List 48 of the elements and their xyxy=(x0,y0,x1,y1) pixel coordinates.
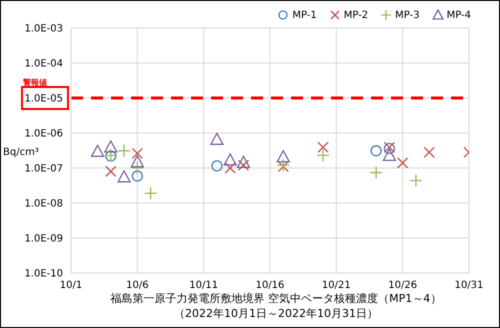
y-tick-label: 1.0E-06 xyxy=(24,128,63,140)
point xyxy=(369,166,383,180)
point xyxy=(317,142,329,153)
point xyxy=(132,148,143,160)
point xyxy=(105,166,116,178)
x-tick-label: 10/21 xyxy=(322,280,351,292)
point xyxy=(236,156,250,168)
point xyxy=(144,186,158,200)
y-tick-label: 1.0E-08 xyxy=(24,198,63,210)
point xyxy=(276,150,290,162)
point xyxy=(210,132,224,145)
point xyxy=(132,170,143,182)
x-tick-label: 10/11 xyxy=(189,280,218,292)
ref-line-label: 警報値 xyxy=(22,78,47,87)
legend-label: MP-1 xyxy=(292,10,317,20)
y-tick-label: 1.0E-09 xyxy=(24,234,63,245)
point xyxy=(90,144,104,157)
legend-label: MP-2 xyxy=(344,10,368,20)
point xyxy=(409,174,423,188)
legend-label: MP-4 xyxy=(446,10,471,20)
y-tick-label: 1.0E-07 xyxy=(24,164,63,175)
x-tick-label: 10/31 xyxy=(454,280,484,292)
y-tick-label: 1.0E-03 xyxy=(24,24,63,35)
text: （2022年10月1日～2022年10月31日） xyxy=(173,306,379,321)
point xyxy=(397,157,408,169)
point xyxy=(224,153,237,166)
y-tick-label: 1.0E-05 xyxy=(24,94,63,105)
point xyxy=(224,162,236,174)
point xyxy=(238,160,250,171)
point xyxy=(211,160,223,172)
x-tick-label: 10/1 xyxy=(60,280,82,292)
x-tick-label: 10/6 xyxy=(126,280,149,292)
x-axis-title: 福島第一原子力発電所敷地境界 空気中ベータ核種濃度（MP1～4） xyxy=(110,291,442,306)
point xyxy=(370,145,382,156)
point xyxy=(130,161,144,175)
point xyxy=(117,144,131,158)
legend-label: MP-3 xyxy=(395,10,420,20)
x-tick-label: 10/26 xyxy=(388,280,418,292)
point xyxy=(424,146,435,158)
point xyxy=(117,170,131,182)
y-axis-title: Bq/cm³ xyxy=(3,147,39,158)
point xyxy=(316,148,330,162)
point xyxy=(104,140,118,153)
point xyxy=(130,155,144,168)
y-tick-label: 1.0E-04 xyxy=(24,58,63,70)
x-tick-label: 10/16 xyxy=(256,280,284,292)
point xyxy=(382,148,396,161)
y-tick-label: 1.0E-10 xyxy=(24,268,63,280)
